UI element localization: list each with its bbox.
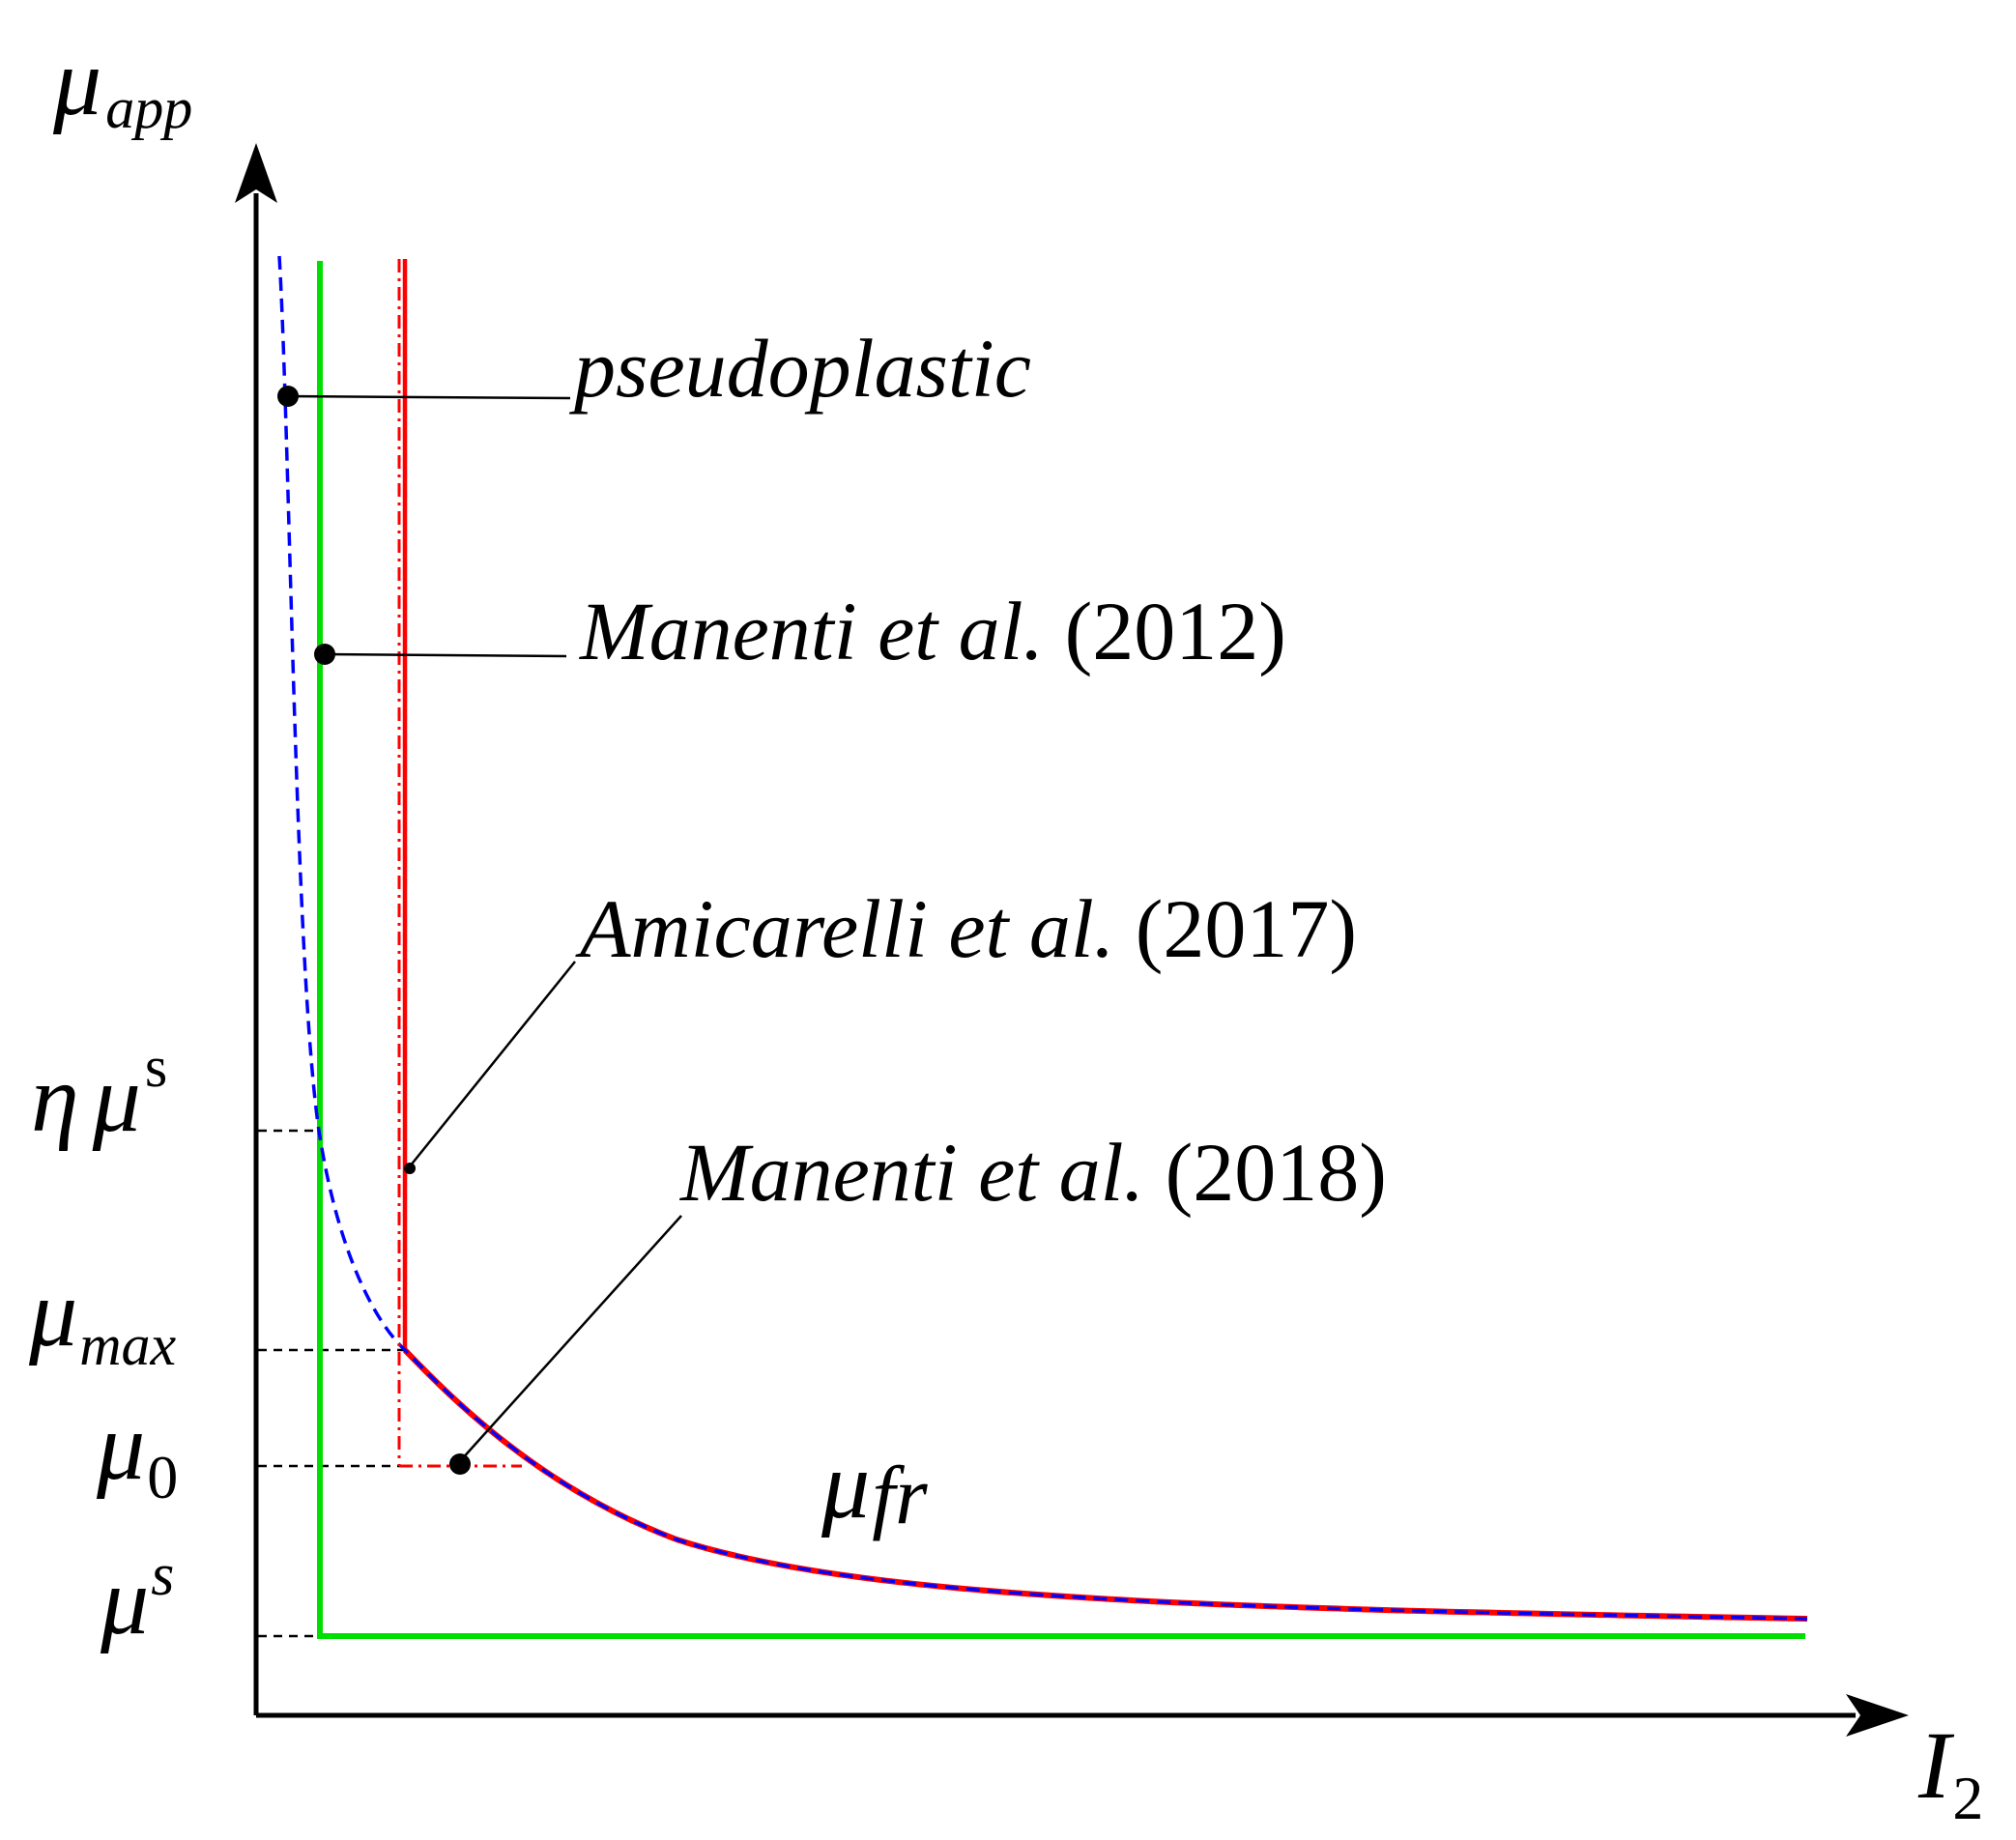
leader-manenti-2012 — [324, 652, 567, 658]
curve-label-mu-fr: μfr — [821, 1431, 928, 1541]
leader-amicarelli-2017 — [409, 961, 576, 1167]
leader-pseudoplastic — [287, 394, 571, 400]
y-axis-arrowhead — [235, 143, 277, 203]
pseudoplastic-curve — [277, 255, 1808, 1621]
x-axis-arrowhead — [1846, 1694, 1909, 1737]
leaders — [287, 394, 682, 1462]
manenti-2012-curve — [317, 261, 1805, 1639]
label-pseudoplastic: pseudoplastic — [568, 322, 1031, 415]
leader-manenti-2018 — [459, 1215, 682, 1462]
tick-mu-s: μs — [100, 1542, 174, 1654]
tick-mu-max: μmax — [28, 1259, 177, 1377]
label-amicarelli-2017: Amicarelli et al. (2017) — [575, 882, 1357, 975]
x-axis-label: I2 — [1917, 1711, 1983, 1832]
dot-manenti-2018 — [449, 1453, 471, 1475]
manenti-2018-curve — [397, 259, 522, 1468]
label-manenti-2018: Manenti et al. (2018) — [678, 1126, 1387, 1219]
dot-pseudoplastic — [277, 386, 299, 407]
tick-mu-0: μ0 — [96, 1393, 178, 1511]
leader-dots — [277, 386, 471, 1475]
label-manenti-2012: Manenti et al. (2012) — [578, 585, 1286, 677]
y-axis-label: μapp — [52, 28, 192, 140]
dot-manenti-2012 — [314, 644, 335, 665]
guide-lines — [258, 1129, 404, 1638]
axes — [235, 143, 1909, 1737]
dot-amicarelli-2017 — [404, 1163, 416, 1174]
tick-eta-mu-s: η μs — [31, 1035, 167, 1152]
